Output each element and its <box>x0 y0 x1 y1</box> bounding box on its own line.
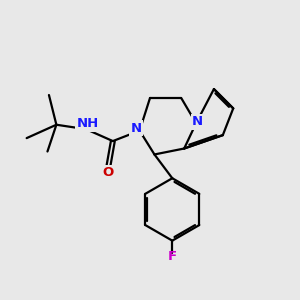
Text: NH: NH <box>76 117 99 130</box>
Text: N: N <box>192 115 203 128</box>
Text: O: O <box>103 167 114 179</box>
Text: F: F <box>168 250 177 263</box>
Text: N: N <box>130 122 142 135</box>
